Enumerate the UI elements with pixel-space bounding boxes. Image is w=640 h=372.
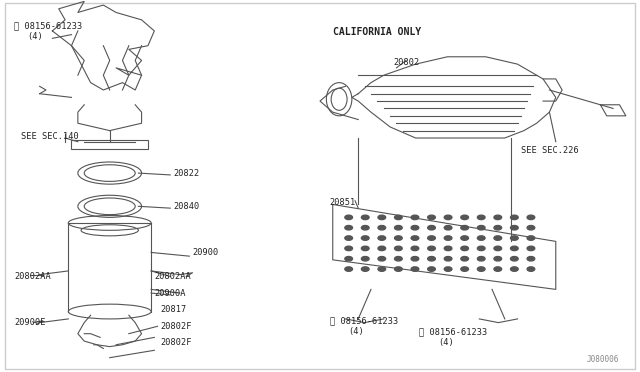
Text: 20802: 20802: [394, 58, 420, 67]
Circle shape: [394, 246, 402, 251]
Circle shape: [345, 267, 353, 271]
Circle shape: [527, 257, 535, 261]
Circle shape: [378, 236, 386, 240]
Circle shape: [378, 257, 386, 261]
Circle shape: [428, 267, 435, 271]
Circle shape: [378, 267, 386, 271]
Circle shape: [444, 257, 452, 261]
Circle shape: [444, 215, 452, 219]
Circle shape: [461, 246, 468, 251]
Circle shape: [394, 267, 402, 271]
Text: 20802F: 20802F: [161, 322, 192, 331]
Circle shape: [428, 225, 435, 230]
Circle shape: [477, 225, 485, 230]
Text: 20802AA: 20802AA: [154, 272, 191, 281]
Circle shape: [444, 225, 452, 230]
Circle shape: [494, 246, 502, 251]
Text: 20802AA: 20802AA: [14, 272, 51, 281]
Circle shape: [345, 236, 353, 240]
Circle shape: [477, 236, 485, 240]
Text: (4): (4): [438, 339, 454, 347]
Circle shape: [378, 215, 386, 219]
Circle shape: [527, 246, 535, 251]
Circle shape: [411, 215, 419, 219]
Circle shape: [461, 215, 468, 219]
Circle shape: [345, 246, 353, 251]
Circle shape: [527, 225, 535, 230]
Circle shape: [428, 236, 435, 240]
Bar: [72, 140, 148, 149]
Circle shape: [461, 225, 468, 230]
Circle shape: [527, 236, 535, 240]
Circle shape: [428, 215, 435, 219]
Circle shape: [394, 215, 402, 219]
Text: CALIFORNIA ONLY: CALIFORNIA ONLY: [333, 27, 421, 37]
Text: Ⓑ 08156-61233: Ⓑ 08156-61233: [330, 316, 398, 325]
Circle shape: [428, 257, 435, 261]
Circle shape: [444, 246, 452, 251]
Circle shape: [394, 236, 402, 240]
Text: 20822: 20822: [173, 169, 200, 177]
Circle shape: [511, 246, 518, 251]
Circle shape: [378, 225, 386, 230]
Circle shape: [362, 257, 369, 261]
Circle shape: [477, 267, 485, 271]
Circle shape: [394, 225, 402, 230]
Circle shape: [494, 267, 502, 271]
Text: 20900A: 20900A: [154, 289, 186, 298]
Text: J080006: J080006: [587, 355, 620, 364]
Text: 20851: 20851: [330, 198, 356, 207]
Circle shape: [362, 236, 369, 240]
Circle shape: [378, 246, 386, 251]
Text: SEE SEC.226: SEE SEC.226: [521, 147, 579, 155]
Circle shape: [411, 257, 419, 261]
Circle shape: [362, 225, 369, 230]
Circle shape: [477, 246, 485, 251]
Circle shape: [345, 225, 353, 230]
Text: 20840: 20840: [173, 202, 200, 211]
Circle shape: [411, 236, 419, 240]
Circle shape: [494, 236, 502, 240]
Circle shape: [444, 267, 452, 271]
Text: 20802F: 20802F: [161, 339, 192, 347]
Circle shape: [494, 215, 502, 219]
Circle shape: [511, 225, 518, 230]
Circle shape: [345, 257, 353, 261]
Text: (4): (4): [27, 32, 43, 41]
Circle shape: [461, 267, 468, 271]
Text: Ⓑ 08156-61233: Ⓑ 08156-61233: [14, 21, 83, 30]
Circle shape: [511, 215, 518, 219]
Circle shape: [511, 236, 518, 240]
Circle shape: [411, 246, 419, 251]
Text: 20900: 20900: [193, 248, 219, 257]
Text: SEE SEC.140: SEE SEC.140: [20, 132, 78, 141]
Circle shape: [411, 225, 419, 230]
Circle shape: [477, 257, 485, 261]
Circle shape: [362, 267, 369, 271]
Circle shape: [527, 215, 535, 219]
Circle shape: [477, 215, 485, 219]
Circle shape: [527, 267, 535, 271]
Circle shape: [394, 257, 402, 261]
Circle shape: [494, 225, 502, 230]
Circle shape: [511, 257, 518, 261]
Text: (4): (4): [349, 327, 364, 336]
Circle shape: [345, 215, 353, 219]
Circle shape: [362, 215, 369, 219]
Circle shape: [411, 267, 419, 271]
Circle shape: [461, 236, 468, 240]
Circle shape: [494, 257, 502, 261]
Text: 20817: 20817: [161, 305, 187, 314]
Circle shape: [428, 246, 435, 251]
Text: 20900E: 20900E: [14, 318, 45, 327]
Circle shape: [362, 246, 369, 251]
Circle shape: [511, 267, 518, 271]
Text: Ⓑ 08156-61233: Ⓑ 08156-61233: [419, 327, 487, 336]
Circle shape: [444, 236, 452, 240]
Circle shape: [461, 257, 468, 261]
